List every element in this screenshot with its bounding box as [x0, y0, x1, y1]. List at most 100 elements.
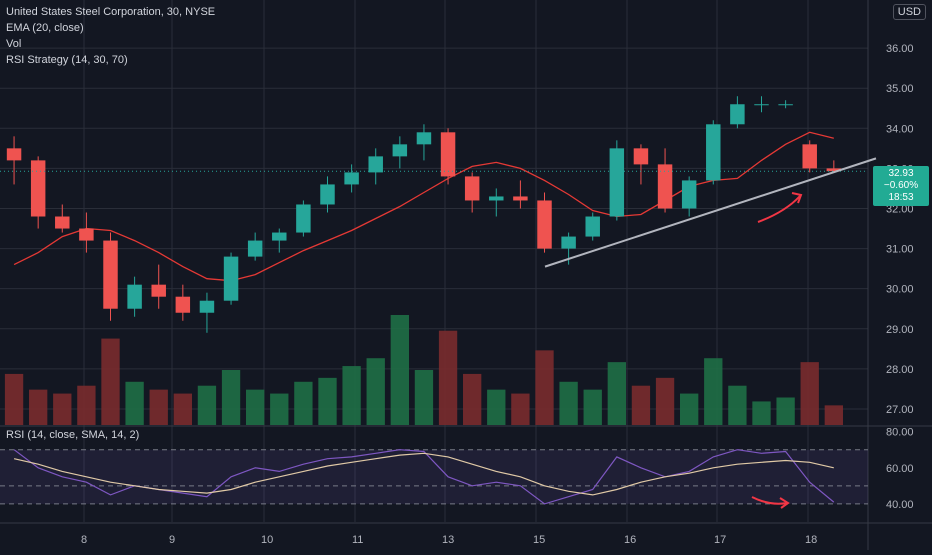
- candle-body: [296, 204, 311, 233]
- x-tick-label: 9: [169, 534, 175, 546]
- volume-bar: [752, 401, 771, 425]
- candle-body: [537, 200, 552, 249]
- volume-bar: [246, 389, 265, 425]
- volume-bar: [776, 397, 795, 425]
- x-tick-label: 15: [533, 534, 545, 546]
- annotation-arrowhead-up: [791, 192, 803, 204]
- volume-bar: [29, 389, 48, 425]
- volume-bar: [655, 377, 675, 425]
- candle-body: [754, 104, 769, 106]
- candle-body: [103, 240, 118, 309]
- currency-button[interactable]: USD: [892, 4, 926, 20]
- candle-body: [6, 148, 22, 161]
- candle-body: [392, 144, 408, 157]
- volume-bar: [53, 393, 72, 425]
- y-tick-label: 34.00: [886, 123, 914, 135]
- y-tick-label: 27.00: [886, 404, 914, 416]
- volume-bar: [197, 385, 217, 425]
- volume-bar: [438, 330, 458, 425]
- volume-bar: [824, 405, 843, 425]
- volume-bar: [125, 381, 144, 425]
- candle-body: [247, 240, 263, 257]
- candle-body: [440, 132, 456, 177]
- annotation-arrow-up: [757, 195, 801, 223]
- candle-body: [55, 216, 70, 229]
- candle-body: [223, 256, 239, 301]
- volume-bar: [583, 389, 602, 425]
- candle-body: [199, 300, 215, 313]
- volume-bar: [463, 373, 482, 425]
- candle-body: [464, 176, 480, 201]
- candle-body: [489, 196, 504, 201]
- rsi-legend[interactable]: RSI (14, close, SMA, 14, 2): [6, 429, 140, 441]
- candle-body: [344, 172, 359, 185]
- volume-bar: [101, 338, 120, 425]
- volume-bar: [414, 370, 434, 425]
- candle-body: [79, 228, 94, 241]
- volume-bar: [173, 393, 192, 425]
- candle-body: [706, 124, 721, 181]
- ema-legend[interactable]: EMA (20, close): [6, 22, 84, 34]
- annotation-arrowhead-down: [779, 497, 790, 509]
- volume-bar: [680, 393, 699, 425]
- volume-bar: [511, 393, 530, 425]
- volume-bar: [704, 358, 723, 425]
- last-price: 32.93: [888, 168, 914, 179]
- bar-countdown: 18:53: [888, 192, 914, 203]
- x-tick-label: 16: [624, 534, 636, 546]
- rsi-y-tick-label: 40.00: [886, 499, 914, 511]
- candle-body: [657, 164, 673, 209]
- volume-bar: [270, 393, 289, 425]
- volume-bar: [77, 385, 96, 425]
- candle-body: [127, 284, 142, 309]
- y-tick-label: 35.00: [886, 83, 914, 95]
- volume-bar: [487, 389, 506, 425]
- rsi-y-tick-label: 60.00: [886, 463, 914, 475]
- volume-bar: [366, 358, 385, 425]
- y-tick-label: 31.00: [886, 244, 914, 256]
- x-tick-label: 13: [442, 534, 454, 546]
- ema-line: [13, 131, 834, 282]
- rsi-y-tick-label: 80.00: [886, 427, 914, 439]
- candle-body: [320, 184, 335, 205]
- candle-body: [416, 132, 432, 145]
- candle-body: [175, 296, 191, 313]
- chart-title[interactable]: United States Steel Corporation, 30, NYS…: [6, 6, 216, 18]
- volume-bar: [800, 362, 819, 425]
- rsi-band: [0, 449, 868, 504]
- volume-legend[interactable]: Vol: [6, 38, 22, 50]
- annotation-arrow-down: [751, 496, 788, 505]
- y-tick-label: 28.00: [886, 364, 914, 376]
- y-tick-label: 36.00: [886, 43, 914, 55]
- volume-bar: [390, 315, 409, 425]
- volume-bar: [559, 381, 578, 425]
- x-tick-label: 10: [261, 534, 273, 546]
- candle-body: [585, 216, 600, 237]
- chart-legend: United States Steel Corporation, 30, NYS…: [6, 4, 215, 68]
- volume-bar: [631, 385, 651, 425]
- y-tick-label: 29.00: [886, 324, 914, 336]
- rsi-sma-line: [13, 452, 834, 496]
- volume-bar: [149, 389, 168, 425]
- candle-body: [802, 144, 817, 169]
- candle-body: [368, 156, 383, 173]
- x-tick-label: 17: [714, 534, 726, 546]
- candle-body: [633, 148, 649, 165]
- candle-body: [513, 196, 528, 201]
- trendline: [544, 157, 877, 268]
- volume-bar: [728, 385, 747, 425]
- volume-bar: [342, 366, 361, 425]
- candle-body: [609, 148, 625, 217]
- volume-bar: [294, 381, 313, 425]
- x-tick-label: 11: [352, 534, 363, 546]
- candle-body: [561, 236, 576, 249]
- volume-bar: [221, 370, 241, 425]
- x-tick-label: 18: [805, 534, 817, 546]
- candle-body: [730, 104, 745, 125]
- strategy-legend[interactable]: RSI Strategy (14, 30, 70): [6, 54, 128, 66]
- volume-bar: [318, 377, 337, 425]
- volume-bar: [607, 362, 626, 425]
- volume-bar: [535, 350, 554, 425]
